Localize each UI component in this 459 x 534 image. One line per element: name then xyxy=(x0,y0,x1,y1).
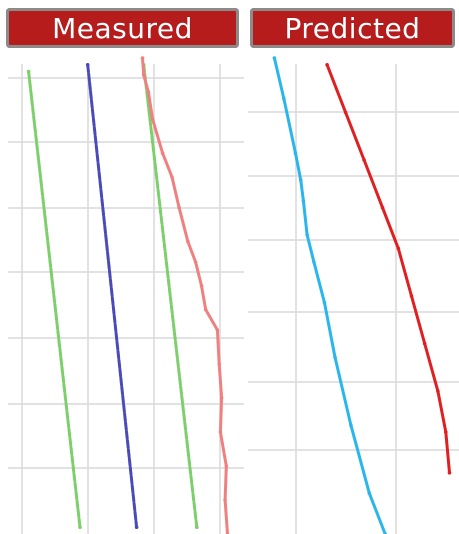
predicted-series-0-point-6 xyxy=(312,260,316,264)
predicted-series-1-point-8 xyxy=(444,430,448,434)
predicted-title-bar: Predicted xyxy=(250,8,455,48)
predicted-series-0-point-4 xyxy=(301,199,306,203)
measured-series-3-point-13 xyxy=(219,396,224,400)
measured-series-3-point-14 xyxy=(218,430,223,434)
measured-series-3-point-11 xyxy=(215,328,220,332)
measured-series-2 xyxy=(141,63,199,529)
measured-series-2-point-1 xyxy=(195,525,199,529)
predicted-series-line-1 xyxy=(325,63,451,475)
measured-series-3-point-9 xyxy=(199,284,204,288)
predicted-series-1 xyxy=(325,63,452,475)
measured-series-3-point-3 xyxy=(150,117,155,121)
measured-series-3-point-0 xyxy=(140,56,145,60)
predicted-series-1-point-1 xyxy=(343,110,348,115)
measured-series-3-point-15 xyxy=(224,464,229,468)
predicted-plot xyxy=(248,56,459,534)
measured-series-0 xyxy=(26,69,82,529)
predicted-series-0-point-8 xyxy=(333,355,337,360)
measured-plot xyxy=(8,56,244,534)
measured-series-0-point-1 xyxy=(78,525,82,529)
measured-series-1-point-0 xyxy=(85,63,90,67)
measured-series-3-point-7 xyxy=(186,239,190,244)
measured-series-3-point-5 xyxy=(170,175,174,179)
predicted-series-1-point-5 xyxy=(409,294,414,298)
measured-series-line-0 xyxy=(27,70,82,529)
measured-panel: Measured xyxy=(6,8,244,534)
predicted-series-0-point-0 xyxy=(272,56,277,60)
measured-series-line-1 xyxy=(86,63,139,529)
predicted-series-0-point-3 xyxy=(299,178,303,183)
predicted-series-1-point-6 xyxy=(422,341,427,346)
predicted-series-1-point-4 xyxy=(396,246,401,251)
measured-series-0-point-0 xyxy=(26,69,31,74)
measured-series-3-point-8 xyxy=(193,260,198,264)
measured-series-1 xyxy=(85,63,139,529)
measured-series-3 xyxy=(140,56,230,534)
measured-series-3-point-10 xyxy=(203,307,208,312)
measured-series-3-point-1 xyxy=(141,73,146,77)
measured-series-1-point-1 xyxy=(134,525,139,529)
predicted-series-0-point-9 xyxy=(349,423,353,428)
predicted-series-1-point-0 xyxy=(325,63,329,67)
measured-series-line-3 xyxy=(141,56,229,534)
predicted-series-1-point-2 xyxy=(362,158,366,162)
predicted-series-1-point-3 xyxy=(380,205,385,210)
predicted-series-1-point-7 xyxy=(436,389,440,394)
measured-series-3-point-12 xyxy=(217,362,221,366)
measured-series-3-point-2 xyxy=(146,90,151,94)
measured-grid xyxy=(8,64,244,534)
measured-title-bar: Measured xyxy=(6,8,239,48)
measured-title: Measured xyxy=(52,12,193,45)
predicted-series-0-point-10 xyxy=(367,491,372,496)
predicted-series-0-point-1 xyxy=(282,97,286,101)
measured-series-line-2 xyxy=(142,63,199,529)
predicted-series-0-point-2 xyxy=(293,151,298,155)
measured-series-3-point-6 xyxy=(177,205,181,210)
predicted-title: Predicted xyxy=(284,12,421,45)
predicted-grid xyxy=(248,64,459,534)
measured-series-3-point-4 xyxy=(160,151,165,155)
predicted-series-0-point-5 xyxy=(305,233,309,237)
predicted-series-line-0 xyxy=(272,56,387,534)
predicted-series-0 xyxy=(272,56,387,534)
predicted-series-1-point-9 xyxy=(447,471,452,475)
measured-series-3-point-16 xyxy=(223,498,227,502)
predicted-panel: Predicted xyxy=(244,0,459,534)
predicted-series-0-point-7 xyxy=(322,301,327,305)
